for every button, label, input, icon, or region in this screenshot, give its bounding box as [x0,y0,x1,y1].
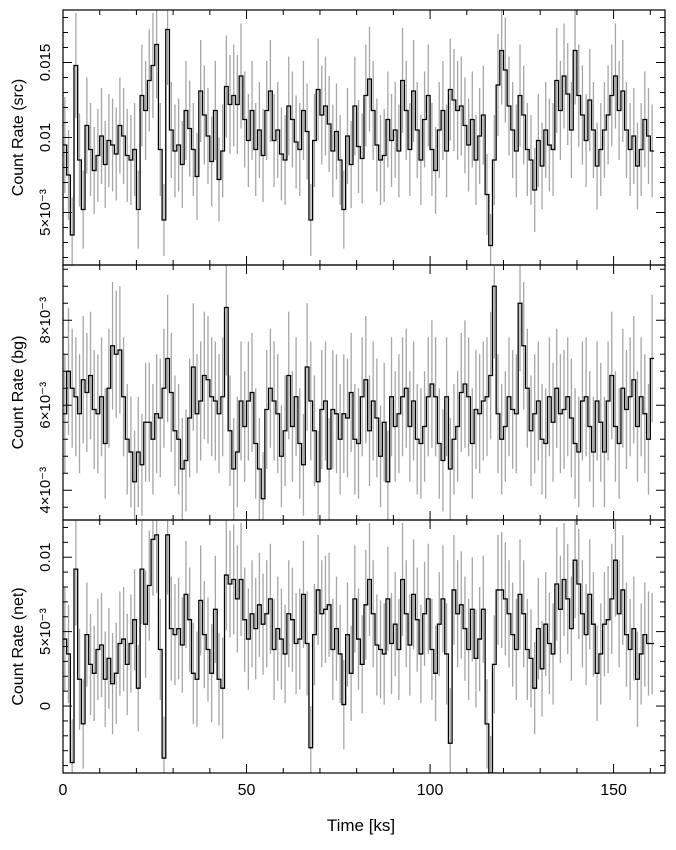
panel-1: 5×10⁻³ 0.01 0.015 Count Rate (src) [10,9,666,266]
y-axis-label: Count Rate (bg) [10,336,27,450]
x-axis-label: Time [ks] [327,816,395,835]
y-tick-label: 0.015 [37,44,54,82]
x-tick-label: 0 [59,782,68,799]
y-tick-label: 5×10⁻³ [37,608,54,655]
x-tick-label: 100 [417,782,444,799]
panel-1-plot [63,10,654,265]
series-step-line [63,285,654,500]
panel-2-plot [63,265,654,520]
y-tick-label: 8×10⁻³ [37,297,54,344]
x-tick-label: 150 [600,782,627,799]
y-axis-label: Count Rate (src) [10,79,27,196]
panel-3-plot [63,520,654,773]
panel-3: 0 5×10⁻³ 0.01 Count Rate (net) [10,519,666,774]
panel-2: 4×10⁻³ 6×10⁻³ 8×10⁻³ Count Rate (bg) [10,264,666,521]
x-tick-label: 50 [238,782,256,799]
y-tick-label: 0.01 [37,123,54,152]
series-step-line [63,534,654,773]
panel-layer: 5×10⁻³ 0.01 0.015 Count Rate (src) 4×10⁻³ 6×1… [10,9,666,799]
y-tick-label: 4×10⁻³ [37,467,54,514]
y-tick-label: 0.01 [37,543,54,572]
y-tick-label: 6×10⁻³ [37,382,54,429]
y-tick-label: 0 [37,702,54,710]
y-axis-label: Count Rate (net) [10,587,27,705]
y-tick-label: 5×10⁻³ [37,189,54,236]
series-step-line [63,28,654,247]
